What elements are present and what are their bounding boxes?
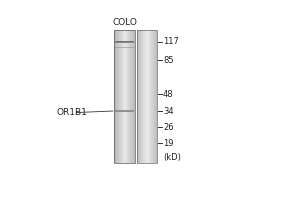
- Bar: [144, 30, 145, 163]
- Bar: [114, 30, 135, 163]
- Bar: [132, 30, 133, 163]
- Bar: [133, 30, 134, 163]
- Bar: [147, 30, 148, 163]
- Bar: [116, 47, 134, 48]
- Bar: [128, 30, 129, 163]
- Bar: [138, 30, 139, 163]
- Bar: [126, 30, 127, 163]
- Text: 34: 34: [163, 107, 174, 116]
- Bar: [114, 30, 115, 163]
- Bar: [139, 30, 140, 163]
- Bar: [137, 30, 138, 163]
- Text: 117: 117: [163, 37, 179, 46]
- Bar: [152, 30, 153, 163]
- Bar: [134, 30, 135, 163]
- Bar: [150, 30, 151, 163]
- Bar: [131, 30, 132, 163]
- Text: 26: 26: [163, 123, 174, 132]
- Bar: [142, 30, 143, 163]
- Bar: [151, 30, 152, 163]
- Text: 19: 19: [163, 139, 174, 148]
- Bar: [116, 110, 134, 112]
- Bar: [115, 41, 134, 43]
- Text: OR1B1: OR1B1: [56, 108, 87, 117]
- Bar: [129, 30, 130, 163]
- Bar: [156, 30, 157, 163]
- Text: COLO: COLO: [112, 18, 137, 27]
- Bar: [118, 30, 119, 163]
- Bar: [148, 30, 149, 163]
- Bar: [116, 30, 117, 163]
- Bar: [124, 30, 125, 163]
- Bar: [123, 30, 124, 163]
- Bar: [120, 30, 121, 163]
- Bar: [125, 30, 126, 163]
- Bar: [145, 30, 146, 163]
- Bar: [141, 30, 142, 163]
- Bar: [155, 30, 156, 163]
- Bar: [146, 30, 147, 163]
- Bar: [119, 30, 120, 163]
- Bar: [115, 30, 116, 163]
- Bar: [127, 30, 128, 163]
- Bar: [121, 30, 122, 163]
- Bar: [140, 30, 141, 163]
- Text: (kD): (kD): [163, 153, 181, 162]
- Text: 85: 85: [163, 56, 174, 65]
- Bar: [137, 30, 157, 163]
- Text: 48: 48: [163, 90, 174, 99]
- Bar: [130, 30, 131, 163]
- Bar: [153, 30, 154, 163]
- Bar: [149, 30, 150, 163]
- Bar: [122, 30, 123, 163]
- Bar: [117, 30, 118, 163]
- Bar: [143, 30, 144, 163]
- Bar: [154, 30, 155, 163]
- Bar: [154, 30, 155, 163]
- Bar: [116, 41, 134, 42]
